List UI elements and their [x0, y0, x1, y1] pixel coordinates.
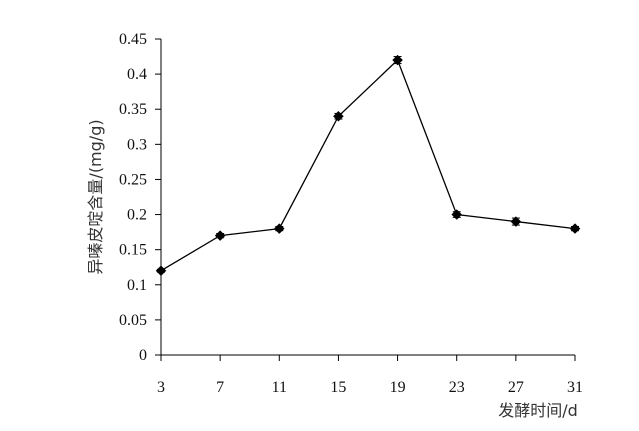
y-tick-label: 0.35: [119, 101, 147, 118]
y-tick-label: 0.05: [119, 312, 147, 329]
x-tick-label: 23: [449, 379, 465, 396]
data-point: [451, 209, 463, 220]
x-tick-label: 31: [567, 379, 583, 396]
data-point: [392, 54, 403, 66]
x-axis-title: 发酵时间/d: [498, 401, 578, 420]
x-axis: 3 7 11 15 19 23 27 31: [157, 354, 583, 396]
data-point: [273, 223, 285, 234]
x-tick-label: 27: [508, 379, 524, 396]
x-tick-label: 3: [157, 379, 165, 396]
data-point: [510, 216, 522, 227]
y-axis-title: 异嗪皮啶含量/(mg/g): [86, 119, 105, 274]
y-tick-label: 0.15: [119, 242, 147, 259]
y-tick-label: 0.1: [127, 277, 147, 294]
x-tick-label: 19: [390, 379, 406, 396]
y-tick-label: 0.3: [127, 136, 147, 153]
y-tick-label: 0.4: [127, 66, 147, 83]
y-tick-label: 0: [139, 347, 147, 364]
x-tick-label: 7: [216, 379, 224, 396]
x-tick-label: 11: [272, 379, 287, 396]
data-point: [333, 110, 344, 122]
plot-area: [155, 54, 581, 277]
y-tick-label: 0.45: [119, 31, 147, 48]
data-point: [214, 230, 226, 241]
series-line: [160, 58, 576, 272]
y-tick-label: 0.25: [119, 171, 147, 188]
x-tick-label: 15: [330, 379, 346, 396]
y-tick-label: 0.2: [127, 207, 147, 224]
data-point: [569, 223, 581, 234]
y-axis: 0 0.05 0.1 0.15 0.2 0.25 0.3 0.35 0.4 0.45: [119, 31, 162, 364]
data-point: [155, 265, 167, 277]
